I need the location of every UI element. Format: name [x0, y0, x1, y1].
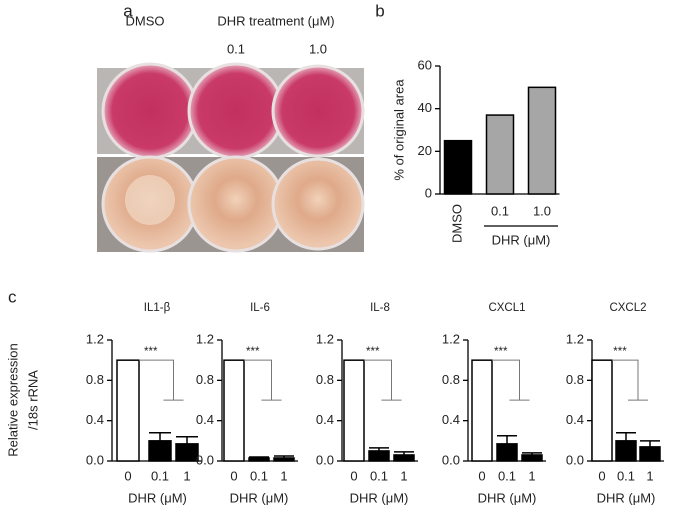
x-axis-label: DHR (μM): [478, 490, 537, 505]
x-tick-label: 0: [230, 468, 237, 483]
y-tick-label: 1.2: [196, 331, 214, 346]
y-tick-label: 0.8: [316, 372, 334, 387]
y-axis-label: /18s rRNA: [25, 370, 40, 430]
panel-label: b: [375, 1, 384, 20]
x-tick-label: 0: [478, 468, 485, 483]
chart-title: IL1-β: [144, 302, 171, 314]
x-tick-label: 0: [598, 468, 605, 483]
y-tick-label: 1.2: [566, 331, 584, 346]
chart-title: IL-8: [370, 302, 390, 314]
bar: [443, 139, 473, 195]
x-tick-label: 0: [124, 468, 131, 483]
bar: [148, 440, 172, 462]
y-tick-label: 0.0: [316, 452, 334, 467]
x-tick-label: 1: [400, 468, 407, 483]
chart-title: CXCL2: [609, 302, 646, 314]
well-photo: [97, 62, 365, 253]
control-label: DMSO: [126, 13, 165, 28]
treatment-label: DHR treatment (μM): [217, 13, 334, 28]
x-tick-label: 0: [350, 468, 357, 483]
bar: [615, 440, 637, 462]
bar: [527, 86, 557, 195]
y-axis-label: Relative expression: [5, 343, 20, 456]
x-tick-label: 0.1: [498, 468, 516, 483]
y-tick-label: 0.8: [566, 372, 584, 387]
significance-bracket: [364, 359, 402, 401]
x-axis-label: DHR (μM): [230, 490, 289, 505]
x-tick-label: 0.1: [617, 468, 635, 483]
y-tick-label: 0.0: [196, 452, 214, 467]
bar: [639, 446, 661, 462]
y-tick-label: 60: [418, 57, 432, 72]
chart-title: CXCL1: [488, 302, 525, 314]
y-tick-label: 40: [418, 100, 432, 115]
bar: [521, 454, 543, 462]
y-tick-label: 0.0: [442, 452, 460, 467]
x-axis-label: DHR (μM): [350, 490, 409, 505]
y-tick-label: 0.4: [86, 412, 104, 427]
significance-label: ***: [613, 346, 627, 358]
x-axis-label: DHR (μM): [597, 490, 656, 505]
y-tick-label: 0.4: [316, 412, 334, 427]
bar: [368, 450, 390, 462]
y-tick-label: 0.0: [86, 452, 104, 467]
x-tick-label: 1.0: [533, 203, 551, 218]
x-tick-label: 1: [528, 468, 535, 483]
y-tick-label: 0.8: [86, 372, 104, 387]
dose-label: 1.0: [309, 41, 327, 56]
x-tick-label: 0.1: [250, 468, 268, 483]
x-axis-label: DHR (μM): [128, 490, 187, 505]
y-tick-label: 0.8: [442, 372, 460, 387]
group-label: DHR (μM): [492, 232, 551, 247]
bar: [343, 359, 365, 462]
panel-label: a: [123, 1, 133, 20]
x-tick-label: 1: [280, 468, 287, 483]
bar: [471, 359, 493, 462]
significance-bracket: [244, 359, 282, 401]
significance-label: ***: [494, 346, 508, 358]
panel-label: c: [8, 287, 17, 306]
x-tick-label: 1: [646, 468, 653, 483]
y-tick-label: 1.2: [86, 331, 104, 346]
bar: [591, 359, 613, 462]
x-tick-label: 1: [183, 468, 190, 483]
bar: [116, 359, 140, 462]
x-tick-label: 0.1: [151, 468, 169, 483]
bar: [223, 359, 245, 462]
bar: [273, 457, 295, 462]
y-tick-label: 0.8: [196, 372, 214, 387]
chart-title: IL-6: [250, 302, 270, 314]
y-tick-label: 0.4: [196, 412, 214, 427]
y-tick-label: 0.0: [566, 452, 584, 467]
y-tick-label: 0.4: [442, 412, 460, 427]
significance-bracket: [492, 359, 530, 401]
bar: [393, 454, 415, 462]
x-tick-label: DMSO: [449, 204, 464, 243]
y-axis-label: % of original area: [391, 79, 406, 181]
x-tick-label: 0.1: [491, 203, 509, 218]
bar: [175, 443, 199, 462]
y-tick-label: 0: [425, 185, 432, 200]
y-tick-label: 0.4: [566, 412, 584, 427]
significance-label: ***: [144, 346, 158, 358]
significance-bracket: [612, 359, 648, 401]
x-tick-label: 0.1: [370, 468, 388, 483]
y-tick-label: 20: [418, 143, 432, 158]
significance-label: ***: [366, 346, 380, 358]
bar: [485, 114, 515, 195]
dose-label: 0.1: [227, 41, 245, 56]
bar: [248, 457, 270, 462]
bar: [496, 443, 518, 462]
y-tick-label: 1.2: [316, 331, 334, 346]
significance-bracket: [139, 359, 184, 401]
significance-label: ***: [246, 346, 260, 358]
y-tick-label: 1.2: [442, 331, 460, 346]
